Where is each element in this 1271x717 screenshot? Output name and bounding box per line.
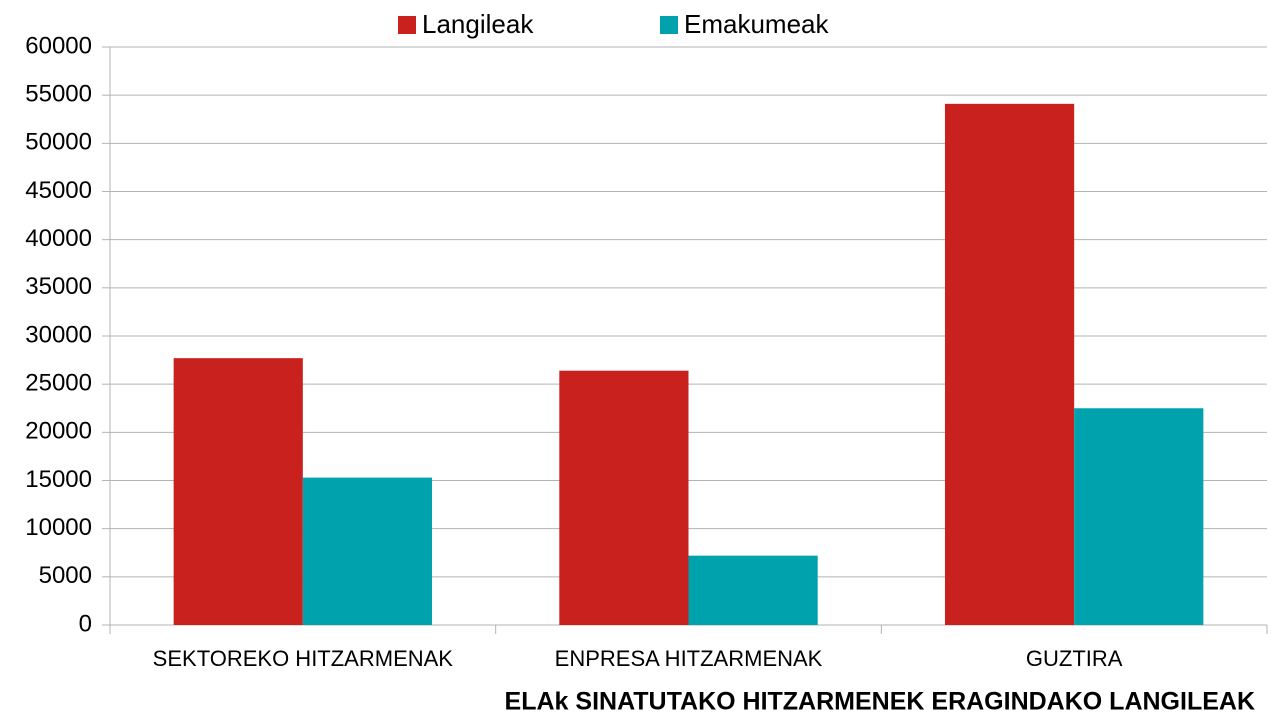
bar bbox=[559, 370, 689, 625]
chart-title: ELAk SINATUTAKO HITZARMENEK ERAGINDAKO L… bbox=[505, 688, 1255, 716]
legend-swatch bbox=[660, 16, 678, 34]
legend-swatch bbox=[398, 16, 416, 34]
x-tick-label: SEKTOREKO HITZARMENAK bbox=[153, 646, 454, 671]
y-tick-label: 55000 bbox=[25, 81, 92, 108]
y-tick-label: 15000 bbox=[25, 466, 92, 493]
bar bbox=[944, 103, 1075, 625]
bar bbox=[1074, 408, 1204, 625]
y-tick-label: 25000 bbox=[25, 370, 92, 397]
y-tick-label: 45000 bbox=[25, 177, 92, 204]
y-tick-label: 30000 bbox=[25, 321, 92, 348]
y-tick-label: 60000 bbox=[25, 32, 92, 59]
x-tick-label: GUZTIRA bbox=[1026, 646, 1123, 671]
x-tick-label: ENPRESA HITZARMENAK bbox=[555, 646, 823, 671]
y-tick-label: 40000 bbox=[25, 225, 92, 252]
y-tick-label: 35000 bbox=[25, 273, 92, 300]
bar bbox=[688, 555, 818, 625]
y-tick-label: 5000 bbox=[39, 562, 92, 589]
legend-label: Langileak bbox=[422, 9, 534, 39]
legend-label: Emakumeak bbox=[684, 9, 829, 39]
y-tick-label: 0 bbox=[79, 610, 92, 637]
y-tick-label: 20000 bbox=[25, 418, 92, 445]
bar bbox=[173, 358, 303, 625]
y-tick-label: 50000 bbox=[25, 129, 92, 156]
y-tick-label: 10000 bbox=[25, 514, 92, 541]
bar bbox=[302, 477, 433, 625]
